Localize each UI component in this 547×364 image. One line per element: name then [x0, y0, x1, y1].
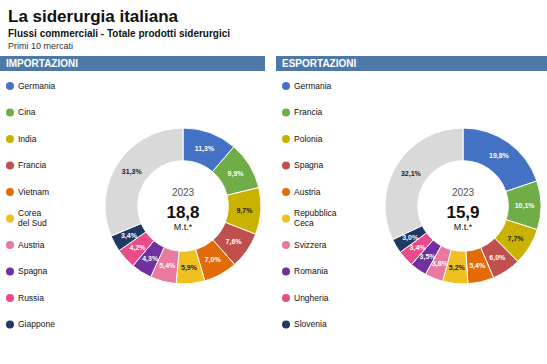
- legend-swatch: [282, 109, 290, 117]
- title: La siderurgia italiana: [8, 7, 179, 26]
- center-annotation: 2023: [172, 187, 195, 198]
- legend-label: Giappone: [18, 319, 55, 329]
- chart-title: IMPORTAZIONI: [6, 58, 78, 69]
- legend-swatch: [6, 162, 14, 170]
- legend-swatch: [282, 241, 290, 249]
- data-label: 7,7%: [508, 235, 525, 243]
- legend-swatch: [282, 82, 290, 90]
- legend-label: Coreadel Sud: [18, 208, 47, 228]
- legend-swatch: [282, 135, 290, 143]
- data-label: 4,3%: [142, 255, 159, 263]
- donut-slice: [463, 128, 537, 191]
- data-label: 11,3%: [195, 145, 215, 153]
- legend-label: Cina: [18, 107, 36, 117]
- legend-label: Svizzera: [294, 240, 327, 250]
- legend-swatch: [282, 294, 290, 302]
- donut-slice: [212, 147, 258, 195]
- donut: 11,3% 9,9% 9,7% 7,6% 7,0% 5,9% 5,4%4,3% 4,2% 3,4…: [105, 128, 261, 284]
- data-label: 5,4%: [469, 262, 486, 270]
- legend-label: Slovenia: [294, 319, 327, 329]
- data-label: 3,5%: [420, 253, 437, 261]
- data-label: 10,1%: [515, 202, 536, 210]
- data-label: 5,4%: [159, 262, 176, 270]
- data-label: 9,7%: [237, 207, 254, 215]
- legend-swatch: [6, 294, 14, 302]
- legend-label: Vietnam: [18, 187, 49, 197]
- legend-label: Spagna: [294, 160, 324, 170]
- legend-swatch: [6, 135, 14, 143]
- legend-swatch: [282, 162, 290, 170]
- subtitle: Flussi commerciali - Totale prodotti sid…: [8, 28, 230, 39]
- legend-swatch: [282, 321, 290, 329]
- header-band: [276, 56, 547, 71]
- data-label: 4,2%: [130, 244, 147, 252]
- legend-swatch: [6, 109, 14, 117]
- donut-slice: [385, 128, 463, 240]
- donut-slice: [176, 249, 205, 284]
- legend-swatch: [6, 321, 14, 329]
- data-label: 3,4%: [121, 232, 138, 240]
- data-label: 32,1%: [401, 170, 422, 178]
- legend-label: Polonia: [294, 134, 323, 144]
- legend-swatch: [6, 82, 14, 90]
- legend-label: Ungheria: [294, 293, 329, 303]
- data-label: 3,4%: [410, 244, 427, 252]
- center-annotation: M.t.*: [174, 222, 193, 232]
- legend-label: Austria: [18, 240, 45, 250]
- header-band: [0, 56, 265, 71]
- legend-label: Romania: [294, 266, 328, 276]
- legend-label: Francia: [294, 107, 323, 117]
- center-annotation: 2023: [452, 187, 475, 198]
- center-annotation: M.t.*: [454, 222, 473, 232]
- data-label: 31,3%: [122, 168, 143, 176]
- legend-swatch: [282, 188, 290, 196]
- center-annotation: 18,8: [166, 203, 199, 222]
- legend-swatch: [6, 188, 14, 196]
- legend: Germania Francia Polonia Spagna Austria Repub…: [282, 81, 337, 330]
- chart-title: ESPORTAZIONI: [282, 58, 356, 69]
- legend-label: India: [18, 134, 37, 144]
- data-label: 6,0%: [489, 254, 506, 262]
- data-label: 3,8%: [432, 260, 449, 268]
- legend-swatch: [282, 268, 290, 276]
- legend-label: RepubblicaCeca: [294, 208, 337, 228]
- note: Primi 10 mercati: [8, 41, 73, 51]
- donut: 19,8% 10,1% 7,7% 6,0%5,4%5,2%3,8%3,5%3,4% 3,…: [385, 128, 541, 284]
- data-label: 3,0%: [402, 234, 419, 242]
- legend-label: Francia: [18, 160, 47, 170]
- data-label: 9,9%: [228, 170, 245, 178]
- data-label: 7,0%: [205, 256, 222, 264]
- data-label: 5,9%: [181, 264, 198, 272]
- legend: Germania Cina India Francia Vietnam Coreadel …: [6, 81, 56, 330]
- legend-label: Germania: [18, 81, 56, 91]
- legend-label: Spagna: [18, 266, 48, 276]
- legend-label: Russia: [18, 293, 44, 303]
- chart-panel: ESPORTAZIONI Germania Francia Polonia Spagna…: [276, 56, 547, 329]
- legend-swatch: [6, 268, 14, 276]
- center-annotation: 15,9: [446, 203, 479, 222]
- legend-label: Germania: [294, 81, 332, 91]
- data-label: 5,2%: [449, 264, 466, 272]
- data-label: 7,6%: [226, 238, 243, 246]
- legend-swatch: [282, 215, 290, 223]
- chart-root: La siderurgia italiana Flussi commerciali…: [0, 0, 547, 364]
- legend-swatch: [6, 215, 14, 223]
- legend-swatch: [6, 241, 14, 249]
- chart-panel: IMPORTAZIONI Germania Cina India Francia Viet…: [0, 56, 265, 329]
- legend-label: Austria: [294, 187, 321, 197]
- data-label: 19,8%: [489, 152, 510, 160]
